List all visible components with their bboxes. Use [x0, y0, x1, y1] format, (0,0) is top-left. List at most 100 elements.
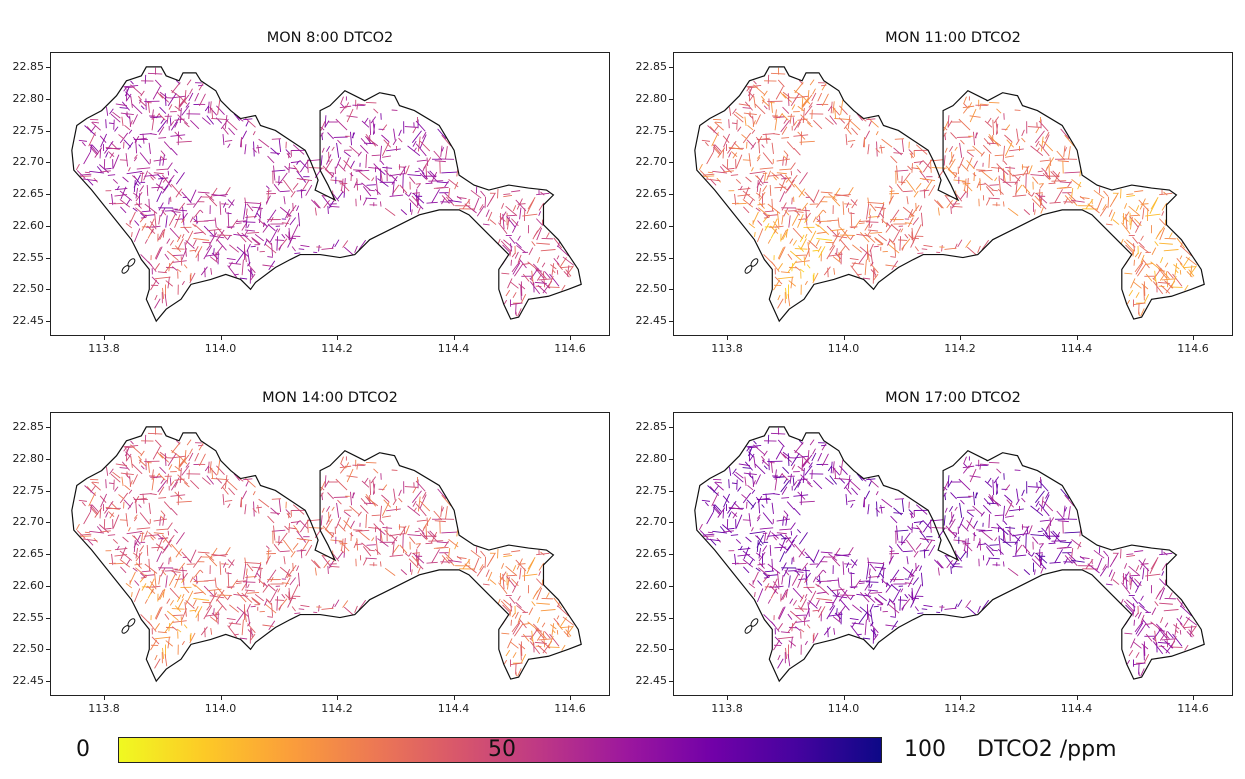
road-segment: [937, 567, 940, 576]
road-segment: [159, 91, 167, 98]
road-segment: [118, 134, 125, 140]
road-segment: [173, 529, 179, 534]
road-segment: [711, 132, 719, 147]
road-segment: [864, 232, 876, 243]
y-tick-label: 22.75: [8, 484, 50, 497]
road-segment: [244, 504, 247, 515]
road-segment: [904, 233, 909, 239]
road-segment: [806, 122, 813, 128]
road-segment: [742, 559, 754, 568]
road-segment: [136, 167, 151, 170]
road-segment: [175, 578, 183, 581]
road-segment: [373, 108, 379, 114]
road-segment: [193, 598, 210, 601]
road-segment: [1156, 586, 1165, 597]
road-segment: [870, 262, 874, 267]
road-segment: [553, 237, 563, 249]
road-segment: [1005, 155, 1015, 158]
road-segment: [789, 250, 802, 261]
road-segment: [944, 147, 948, 153]
road-segment: [995, 119, 999, 134]
road-segment: [801, 96, 804, 112]
road-segment: [321, 507, 325, 513]
road-segment: [781, 562, 787, 571]
road-segment: [827, 105, 833, 112]
road-segment: [76, 170, 86, 179]
road-segment: [1145, 262, 1153, 265]
road-segment: [1045, 491, 1050, 499]
road-segment: [262, 624, 274, 627]
road-segment: [489, 192, 496, 202]
road-segment: [859, 580, 870, 583]
road-segment: [1032, 536, 1039, 544]
road-segment: [799, 628, 805, 633]
road-segment: [901, 244, 905, 251]
road-segment: [802, 107, 805, 124]
road-segment: [340, 189, 345, 194]
road-segment: [1132, 236, 1139, 244]
road-segment: [365, 154, 367, 169]
road-segment: [211, 612, 219, 620]
road-segment: [729, 466, 732, 476]
road-segment: [769, 184, 772, 196]
road-segment: [503, 194, 513, 198]
road-segment: [762, 493, 775, 495]
road-segment: [1040, 496, 1044, 512]
road-segment: [1003, 160, 1008, 166]
road-segment: [962, 465, 975, 469]
road-segment: [735, 538, 742, 544]
road-segment: [337, 551, 344, 560]
road-segment: [1007, 169, 1014, 177]
road-segment: [1126, 194, 1136, 198]
road-segment: [542, 631, 546, 648]
road-segment: [785, 287, 788, 299]
road-segment: [763, 450, 768, 457]
road-segment: [739, 545, 743, 551]
road-segment: [187, 558, 192, 564]
road-segment: [917, 252, 924, 255]
road-segment: [788, 575, 791, 588]
road-segment: [239, 277, 248, 280]
road-segment: [856, 233, 872, 237]
road-segment: [792, 600, 797, 606]
road-segment: [800, 114, 812, 125]
road-segment: [422, 526, 426, 532]
road-segment: [400, 569, 408, 576]
road-segment: [160, 118, 165, 124]
road-segment: [168, 262, 171, 272]
road-segment: [793, 134, 809, 137]
road-segment: [950, 132, 957, 140]
road-segment: [874, 238, 884, 246]
road-segment: [1005, 526, 1016, 529]
road-segment: [246, 563, 254, 572]
road-segment: [183, 624, 188, 629]
road-segment: [867, 589, 879, 592]
road-segment: [346, 108, 354, 123]
road-segment: [343, 519, 352, 530]
road-segment: [321, 147, 325, 153]
road-segment: [91, 144, 99, 152]
road-segment: [320, 132, 324, 137]
road-segment: [104, 500, 114, 514]
road-segment: [766, 530, 772, 541]
road-segment: [808, 102, 813, 108]
road-segment: [978, 183, 986, 186]
road-segment: [186, 439, 192, 446]
road-segment: [907, 525, 912, 531]
road-segment: [209, 595, 225, 599]
road-segment: [199, 569, 204, 574]
road-segment: [804, 218, 808, 224]
road-segment: [227, 586, 235, 589]
road-segment: [850, 212, 853, 227]
road-segment: [345, 102, 350, 109]
road-segment: [292, 182, 299, 190]
road-segment: [359, 144, 369, 154]
road-segment: [742, 190, 756, 201]
road-segment: [1027, 192, 1033, 197]
road-segment: [487, 571, 493, 582]
road-segment: [505, 649, 511, 657]
road-segment: [756, 157, 761, 162]
road-segment: [808, 600, 818, 609]
road-segment: [792, 477, 795, 486]
road-segment: [946, 199, 953, 209]
